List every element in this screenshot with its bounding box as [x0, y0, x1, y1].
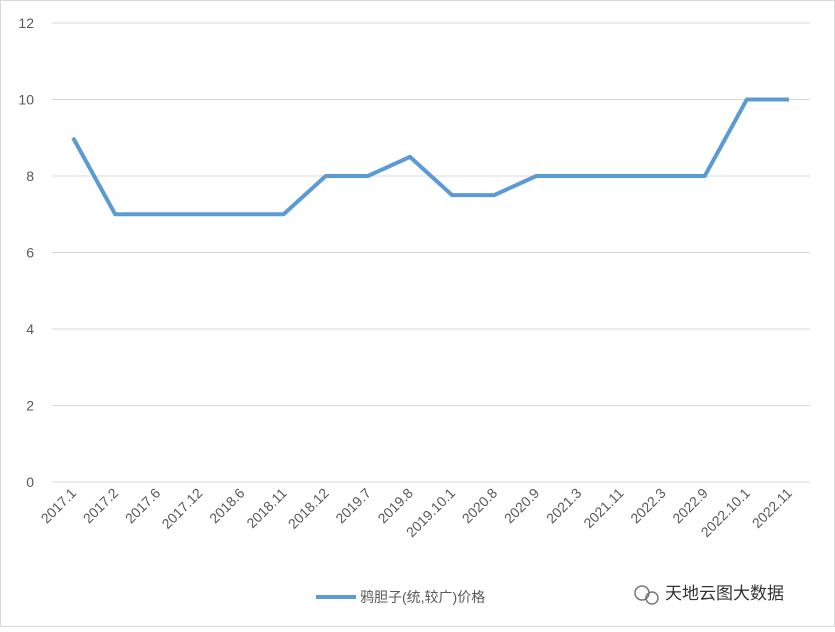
watermark: 天地云图大数据	[665, 584, 784, 603]
legend-label: 鸦胆子(统,较广)价格	[360, 589, 485, 605]
y-tick-label: 8	[26, 168, 34, 184]
y-tick-label: 10	[18, 92, 34, 108]
watermark-icon	[634, 585, 659, 605]
y-tick-label: 4	[26, 321, 34, 337]
y-tick-label: 12	[18, 15, 34, 31]
y-tick-label: 0	[26, 474, 34, 490]
y-tick-label: 6	[26, 245, 34, 261]
line	[71, 97, 789, 217]
y-tick-label: 2	[26, 398, 34, 414]
